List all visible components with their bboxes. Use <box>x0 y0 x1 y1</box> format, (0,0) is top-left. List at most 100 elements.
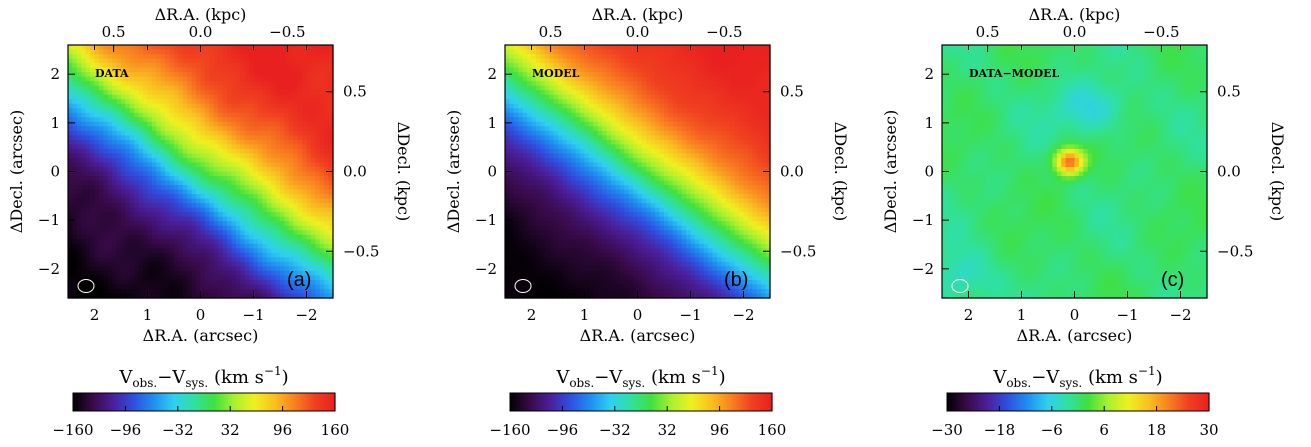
heatmap-cell <box>214 90 219 95</box>
heatmap-cell <box>598 185 603 190</box>
heatmap-cell <box>231 239 236 244</box>
heatmap-cell <box>571 176 576 181</box>
heatmap-cell <box>112 131 117 136</box>
heatmap-cell <box>143 108 148 113</box>
heatmap-cell <box>293 122 298 127</box>
heatmap-cell <box>130 140 135 145</box>
heatmap-cell <box>152 289 157 294</box>
heatmap-cell <box>558 45 563 50</box>
heatmap-cell <box>532 248 537 253</box>
heatmap-cell <box>95 248 100 253</box>
heatmap-cell <box>258 284 263 289</box>
heatmap-cell <box>201 203 206 208</box>
heatmap-cell <box>165 45 170 50</box>
heatmap-cell <box>293 235 298 240</box>
heatmap-cell <box>580 275 585 280</box>
heatmap-cell <box>514 230 519 235</box>
heatmap-cell <box>121 50 126 55</box>
heatmap-cell <box>178 59 183 64</box>
heatmap-cell <box>86 239 91 244</box>
heatmap-cell <box>209 253 214 258</box>
heatmap-cell <box>205 99 210 104</box>
heatmap-cell <box>77 104 82 109</box>
heatmap-cell <box>148 176 153 181</box>
heatmap-cell <box>196 230 201 235</box>
heatmap-cell <box>209 140 214 145</box>
heatmap-cell <box>293 59 298 64</box>
heatmap-cell <box>86 208 91 213</box>
heatmap-cell <box>302 194 307 199</box>
heatmap-cell <box>72 190 77 195</box>
heatmap-cell <box>90 113 95 118</box>
heatmap-cell <box>293 221 298 226</box>
heatmap-cell <box>505 262 510 267</box>
heatmap-cell <box>125 95 130 100</box>
heatmap-cell <box>593 81 598 86</box>
heatmap-cell <box>540 235 545 240</box>
heatmap-cell <box>284 99 289 104</box>
heatmap-cell <box>562 86 567 91</box>
heatmap-cell <box>254 244 259 249</box>
heatmap-cell <box>545 266 550 271</box>
heatmap-cell <box>611 185 616 190</box>
heatmap-cell <box>99 239 104 244</box>
heatmap-cell <box>589 199 594 204</box>
heatmap-cell <box>262 90 267 95</box>
heatmap-cell <box>580 239 585 244</box>
heatmap-cell <box>523 122 528 127</box>
heatmap-cell <box>236 90 241 95</box>
heatmap-cell <box>571 113 576 118</box>
heatmap-cell <box>68 140 73 145</box>
heatmap-cell <box>505 176 510 181</box>
heatmap-cell <box>271 113 276 118</box>
heatmap-cell <box>523 54 528 59</box>
heatmap-cell <box>554 185 559 190</box>
heatmap-cell <box>509 113 514 118</box>
heatmap-cell <box>90 212 95 217</box>
heatmap-cell <box>307 117 312 122</box>
heatmap-cell <box>284 77 289 82</box>
heatmap-cell <box>293 63 298 68</box>
heatmap-cell <box>545 158 550 163</box>
heatmap-cell <box>258 99 263 104</box>
heatmap-cell <box>558 126 563 131</box>
heatmap-cell <box>240 126 245 131</box>
heatmap-cell <box>615 226 620 231</box>
heatmap-cell <box>165 284 170 289</box>
heatmap-cell <box>156 244 161 249</box>
heatmap-cell <box>165 266 170 271</box>
heatmap-cell <box>589 104 594 109</box>
heatmap-cell <box>607 235 612 240</box>
heatmap-cell <box>108 172 113 177</box>
heatmap-cell <box>148 284 153 289</box>
heatmap-cell <box>320 190 325 195</box>
heatmap-cell <box>90 162 95 167</box>
heatmap-cell <box>227 153 232 158</box>
heatmap-cell <box>320 162 325 167</box>
heatmap-cell <box>307 185 312 190</box>
heatmap-cell <box>209 162 214 167</box>
heatmap-cell <box>236 95 241 100</box>
heatmap-cell <box>130 162 135 167</box>
heatmap-cell <box>576 266 581 271</box>
heatmap-cell <box>276 135 281 140</box>
heatmap-cell <box>148 126 153 131</box>
heatmap-cell <box>152 122 157 127</box>
heatmap-cell <box>315 266 320 271</box>
heatmap-cell <box>307 63 312 68</box>
heatmap-cell <box>324 226 329 231</box>
heatmap-cell <box>178 262 183 267</box>
heatmap-cell <box>161 235 166 240</box>
heatmap-cell <box>81 190 86 195</box>
heatmap-cell <box>280 149 285 154</box>
heatmap-cell <box>231 144 236 149</box>
heatmap-cell <box>514 126 519 131</box>
heatmap-cell <box>280 59 285 64</box>
heatmap-cell <box>103 50 108 55</box>
heatmap-cell <box>271 59 276 64</box>
heatmap-cell <box>121 95 126 100</box>
heatmap-cell <box>258 86 263 91</box>
heatmap-cell <box>90 122 95 127</box>
heatmap-cell <box>201 226 206 231</box>
heatmap-cell <box>143 68 148 73</box>
